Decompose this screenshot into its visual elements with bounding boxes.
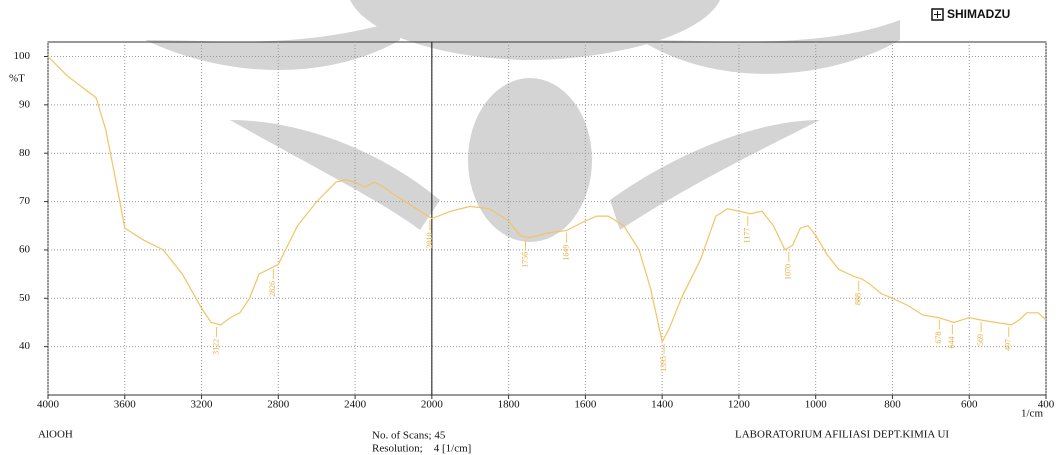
x-tick-label: 800 xyxy=(884,399,901,411)
x-tick-label: 3600 xyxy=(114,399,137,411)
peak-label: 1177 xyxy=(743,228,752,244)
peak-label: 1649 xyxy=(561,245,570,261)
y-tick-label: 40 xyxy=(19,340,31,352)
peak-label: 1756 xyxy=(520,252,529,268)
y-tick-label: 70 xyxy=(19,195,31,207)
x-tick-label: 4000 xyxy=(37,399,60,411)
x-tick-label: 1600 xyxy=(574,399,597,411)
peak-label: 569 xyxy=(976,334,985,346)
x-tick-label: 2800 xyxy=(267,399,290,411)
peak-label: 497 xyxy=(1004,339,1013,351)
y-tick-label: 80 xyxy=(19,147,31,159)
x-tick-label: 2000 xyxy=(421,399,444,411)
peak-label: 1395 xyxy=(659,356,668,372)
chart: SHIMADZU %T 1/cm AlOOH No. of Scans; 45 … xyxy=(0,0,1059,455)
sample-name: AlOOH xyxy=(38,429,73,441)
watermark xyxy=(145,0,900,242)
y-tick-label: 90 xyxy=(19,98,31,110)
peak-label: 2010 xyxy=(425,233,434,249)
scans-info: No. of Scans; 45 xyxy=(372,430,446,442)
peak-label: 1070 xyxy=(784,264,793,280)
logo: SHIMADZU xyxy=(932,7,1010,21)
x-tick-label: 1000 xyxy=(805,399,828,411)
page: SHIMADZU %T 1/cm AlOOH No. of Scans; 45 … xyxy=(0,0,1059,455)
peak-label: 644 xyxy=(947,336,956,348)
peak-label: 888 xyxy=(854,293,863,305)
brand: SHIMADZU xyxy=(947,7,1010,21)
y-tick-label: 50 xyxy=(19,292,31,304)
y-tick-label: 100 xyxy=(14,50,31,62)
y-tick-label: 60 xyxy=(19,243,31,255)
y-label: %T xyxy=(9,73,25,85)
lab-name: LABORATORIUM AFILIASI DEPT.KIMIA UI xyxy=(735,429,949,441)
peak-label: 678 xyxy=(934,332,943,344)
x-tick-label: 1200 xyxy=(728,399,751,411)
x-tick-label: 600 xyxy=(961,399,978,411)
x-tick-label: 1400 xyxy=(651,399,674,411)
peak-label: 3122 xyxy=(211,339,220,355)
peak-label: 2826 xyxy=(268,281,277,297)
x-tick-label: 1800 xyxy=(498,399,521,411)
x-tick-label: 400 xyxy=(1038,399,1055,411)
x-tick-label: 2400 xyxy=(344,399,367,411)
x-tick-label: 3200 xyxy=(191,399,214,411)
resolution-info: Resolution; 4 [1/cm] xyxy=(372,443,471,455)
